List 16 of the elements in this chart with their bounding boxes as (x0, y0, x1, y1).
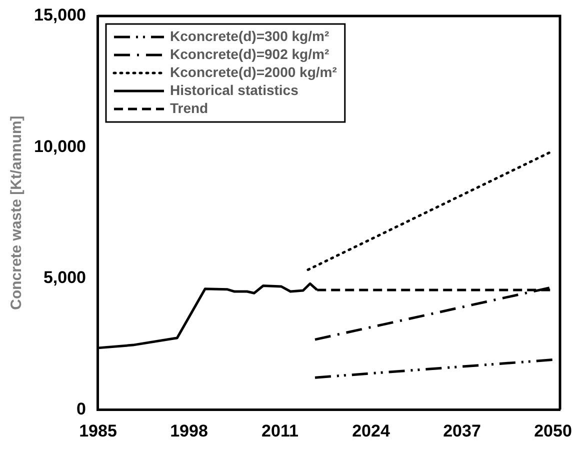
x-tick-label: 2011 (262, 421, 298, 440)
x-tick-label: 1998 (170, 421, 208, 440)
x-tick-label: 1985 (79, 421, 117, 440)
legend-label: Historical statistics (170, 82, 299, 98)
x-tick-label: 2024 (352, 421, 390, 440)
legend-label: Kconcrete(d)=2000 kg/m² (170, 64, 338, 80)
y-tick-label: 5,000 (43, 268, 86, 288)
legend-label: Trend (170, 100, 208, 116)
y-tick-label: 0 (76, 399, 86, 418)
legend-label: Kconcrete(d)=902 kg/m² (170, 46, 330, 62)
y-tick-label: 15,000 (34, 6, 86, 25)
y-axis-title: Concrete waste [Kt/annum] (8, 116, 26, 310)
x-tick-label: 2050 (534, 421, 572, 440)
x-tick-label: 2037 (443, 421, 481, 440)
legend-label: Kconcrete(d)=300 kg/m² (170, 28, 330, 44)
y-tick-label: 10,000 (34, 136, 86, 156)
